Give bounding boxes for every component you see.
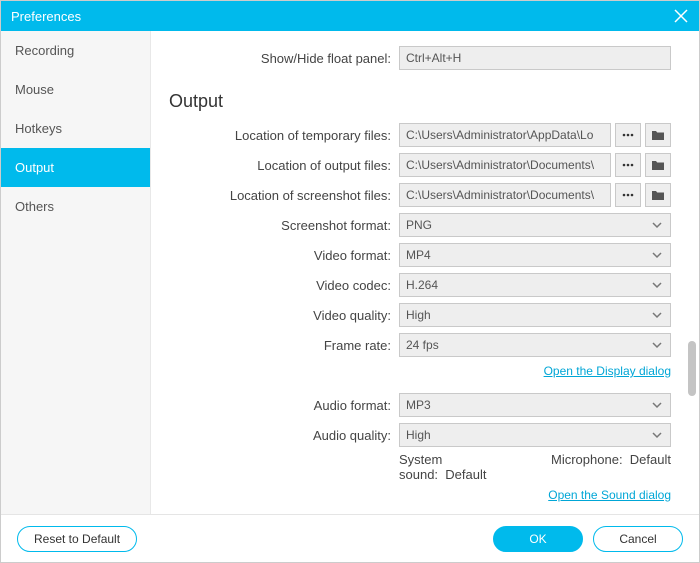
out-field[interactable]: C:\Users\Administrator\Documents\	[399, 153, 611, 177]
reset-to-default-button[interactable]: Reset to Default	[17, 526, 137, 552]
audio-format-select[interactable]: MP3	[399, 393, 671, 417]
sidebar-item-hotkeys[interactable]: Hotkeys	[1, 109, 150, 148]
row-video-format: Video format: MP4	[169, 242, 671, 268]
microphone-value: Default	[630, 452, 671, 467]
chevron-down-icon	[650, 428, 664, 442]
sidebar-item-mouse[interactable]: Mouse	[1, 70, 150, 109]
open-sound-dialog-link[interactable]: Open the Sound dialog	[548, 488, 671, 502]
open-temp-folder-button[interactable]	[645, 123, 671, 147]
scrollbar[interactable]	[687, 31, 697, 514]
chevron-down-icon	[650, 308, 664, 322]
folder-icon	[651, 158, 665, 172]
sound-link-row: Open the Sound dialog	[169, 488, 671, 502]
open-display-dialog-link[interactable]: Open the Display dialog	[544, 364, 671, 378]
folder-icon	[651, 128, 665, 142]
preferences-window: Preferences Recording Mouse Hotkeys Outp…	[0, 0, 700, 563]
system-sound-label: System sound:	[399, 452, 442, 482]
footer: Reset to Default OK Cancel	[1, 514, 699, 562]
temp-field[interactable]: C:\Users\Administrator\AppData\Lo	[399, 123, 611, 147]
shot-field[interactable]: C:\Users\Administrator\Documents\	[399, 183, 611, 207]
row-screenshot-format: Screenshot format: PNG	[169, 212, 671, 238]
browse-screenshot-button[interactable]	[615, 183, 641, 207]
row-audio-format: Audio format: MP3	[169, 392, 671, 418]
vid-q-label: Video quality:	[169, 308, 399, 323]
shot-fmt-label: Screenshot format:	[169, 218, 399, 233]
chevron-down-icon	[650, 218, 664, 232]
aud-q-label: Audio quality:	[169, 428, 399, 443]
scrollbar-thumb[interactable]	[688, 341, 696, 396]
sidebar-item-recording[interactable]: Recording	[1, 31, 150, 70]
chevron-down-icon	[650, 338, 664, 352]
ok-button[interactable]: OK	[493, 526, 583, 552]
ellipsis-icon	[621, 158, 635, 172]
content-scroll[interactable]: Show/Hide float panel: Ctrl+Alt+H Output…	[151, 31, 699, 514]
row-video-quality: Video quality: High	[169, 302, 671, 328]
shot-label: Location of screenshot files:	[169, 188, 399, 203]
float-panel-field[interactable]: Ctrl+Alt+H	[399, 46, 671, 70]
video-format-value: MP4	[406, 244, 431, 266]
video-format-select[interactable]: MP4	[399, 243, 671, 267]
video-quality-value: High	[406, 304, 431, 326]
video-codec-select[interactable]: H.264	[399, 273, 671, 297]
open-output-folder-button[interactable]	[645, 153, 671, 177]
ellipsis-icon	[621, 188, 635, 202]
frame-rate-select[interactable]: 24 fps	[399, 333, 671, 357]
row-audio-quality: Audio quality: High	[169, 422, 671, 448]
chevron-down-icon	[650, 398, 664, 412]
display-link-row: Open the Display dialog	[169, 364, 671, 378]
row-screenshot-files: Location of screenshot files: C:\Users\A…	[169, 182, 671, 208]
microphone-label: Microphone:	[551, 452, 623, 467]
row-video-codec: Video codec: H.264	[169, 272, 671, 298]
chevron-down-icon	[650, 278, 664, 292]
video-quality-select[interactable]: High	[399, 303, 671, 327]
close-icon[interactable]	[673, 8, 689, 24]
fps-label: Frame rate:	[169, 338, 399, 353]
sidebar-item-output[interactable]: Output	[1, 148, 150, 187]
temp-label: Location of temporary files:	[169, 128, 399, 143]
system-sound-info: System sound: Default	[399, 452, 511, 482]
vid-codec-label: Video codec:	[169, 278, 399, 293]
row-output-files: Location of output files: C:\Users\Admin…	[169, 152, 671, 178]
out-label: Location of output files:	[169, 158, 399, 173]
screenshot-format-select[interactable]: PNG	[399, 213, 671, 237]
audio-format-value: MP3	[406, 394, 431, 416]
microphone-info: Microphone: Default	[551, 452, 671, 482]
content: Show/Hide float panel: Ctrl+Alt+H Output…	[151, 31, 699, 514]
cancel-button[interactable]: Cancel	[593, 526, 683, 552]
row-float-panel: Show/Hide float panel: Ctrl+Alt+H	[169, 45, 671, 71]
window-title: Preferences	[11, 9, 81, 24]
row-sound-info: System sound: Default Microphone: Defaul…	[169, 452, 671, 482]
row-temp-files: Location of temporary files: C:\Users\Ad…	[169, 122, 671, 148]
body: Recording Mouse Hotkeys Output Others Sh…	[1, 31, 699, 514]
audio-quality-select[interactable]: High	[399, 423, 671, 447]
float-panel-label: Show/Hide float panel:	[169, 51, 399, 66]
system-sound-value: Default	[445, 467, 486, 482]
folder-icon	[651, 188, 665, 202]
row-frame-rate: Frame rate: 24 fps	[169, 332, 671, 358]
vid-fmt-label: Video format:	[169, 248, 399, 263]
browse-temp-button[interactable]	[615, 123, 641, 147]
sidebar-item-others[interactable]: Others	[1, 187, 150, 226]
ellipsis-icon	[621, 128, 635, 142]
screenshot-format-value: PNG	[406, 214, 432, 236]
sidebar: Recording Mouse Hotkeys Output Others	[1, 31, 151, 514]
audio-quality-value: High	[406, 424, 431, 446]
frame-rate-value: 24 fps	[406, 334, 439, 356]
open-screenshot-folder-button[interactable]	[645, 183, 671, 207]
titlebar: Preferences	[1, 1, 699, 31]
video-codec-value: H.264	[406, 274, 438, 296]
chevron-down-icon	[650, 248, 664, 262]
browse-output-button[interactable]	[615, 153, 641, 177]
aud-fmt-label: Audio format:	[169, 398, 399, 413]
output-heading: Output	[169, 91, 671, 112]
